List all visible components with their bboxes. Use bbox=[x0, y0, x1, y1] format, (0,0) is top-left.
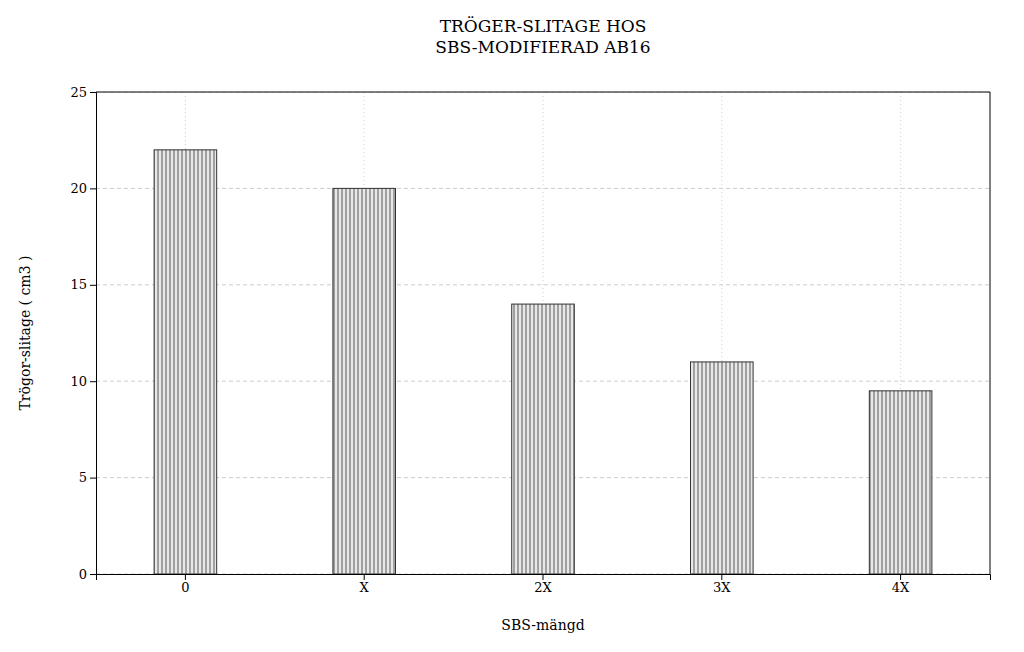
tick-label: 5 bbox=[79, 470, 87, 485]
title-line: TRÖGER-SLITAGE HOS bbox=[440, 16, 647, 36]
tick-mark bbox=[90, 478, 96, 479]
tick-mark bbox=[90, 92, 96, 93]
grid-line-y bbox=[96, 92, 990, 93]
tick: 0 bbox=[79, 567, 96, 582]
x-axis: 0 X 2X 3X 4X bbox=[97, 574, 991, 595]
grid bbox=[96, 92, 990, 574]
tick-label: 3X bbox=[713, 580, 731, 595]
frame-line bbox=[96, 92, 990, 93]
axis-line bbox=[90, 93, 97, 575]
x-axis-label: SBS-mängd bbox=[501, 617, 584, 633]
tick: 15 bbox=[70, 277, 96, 292]
title: TRÖGER-SLITAGE HOSSBS-MODIFIERAD AB16 bbox=[435, 16, 650, 57]
bar bbox=[333, 188, 396, 574]
tick-label: 0 bbox=[181, 580, 189, 595]
tick-mark bbox=[721, 574, 722, 580]
tick-label: 25 bbox=[70, 85, 87, 100]
tick-mark bbox=[90, 574, 96, 575]
tick: 5 bbox=[79, 470, 96, 485]
tick-label: 20 bbox=[70, 181, 87, 196]
plot-area: 0 5 10 15 20 25 0 X 2X 3X 4X bbox=[70, 85, 990, 596]
chart-container: 0 5 10 15 20 25 0 X 2X 3X 4X SBS-mängd Trögor-slitag… bbox=[0, 0, 1024, 652]
tick-mark bbox=[543, 574, 544, 580]
bars bbox=[154, 150, 932, 574]
tick: 4X bbox=[892, 574, 910, 595]
tick-label: 15 bbox=[70, 277, 87, 292]
tick: 2X bbox=[534, 574, 552, 595]
bar bbox=[512, 304, 575, 574]
tick-label: 2X bbox=[534, 580, 552, 595]
tick-mark bbox=[90, 381, 96, 382]
bar bbox=[154, 150, 217, 574]
tick-mark bbox=[364, 574, 365, 580]
tick-mark bbox=[90, 285, 96, 286]
tick: 10 bbox=[70, 374, 96, 389]
tick-mark bbox=[185, 574, 186, 580]
tick-mark bbox=[90, 188, 96, 189]
tick: 25 bbox=[70, 85, 96, 100]
y-axis-label: Trögor-slitage ( cm3 ) bbox=[17, 256, 33, 411]
tick-label: 4X bbox=[892, 580, 910, 595]
bar bbox=[869, 391, 932, 574]
tick: X bbox=[360, 574, 370, 595]
tick-label: 10 bbox=[70, 374, 87, 389]
tick: 0 bbox=[181, 574, 189, 595]
frame-line bbox=[990, 92, 991, 574]
tick-label: 0 bbox=[79, 567, 87, 582]
tick: 20 bbox=[70, 181, 96, 196]
tick: 3X bbox=[713, 574, 731, 595]
tick-label: X bbox=[360, 580, 370, 595]
y-axis: 0 5 10 15 20 25 bbox=[70, 85, 96, 582]
title-line: SBS-MODIFIERAD AB16 bbox=[435, 37, 650, 57]
tick-mark bbox=[900, 574, 901, 580]
chart-svg: 0 5 10 15 20 25 0 X 2X 3X 4X SBS-mängd Trögor-slitag… bbox=[0, 0, 1024, 652]
bar bbox=[691, 362, 754, 574]
axis-line bbox=[97, 575, 991, 581]
